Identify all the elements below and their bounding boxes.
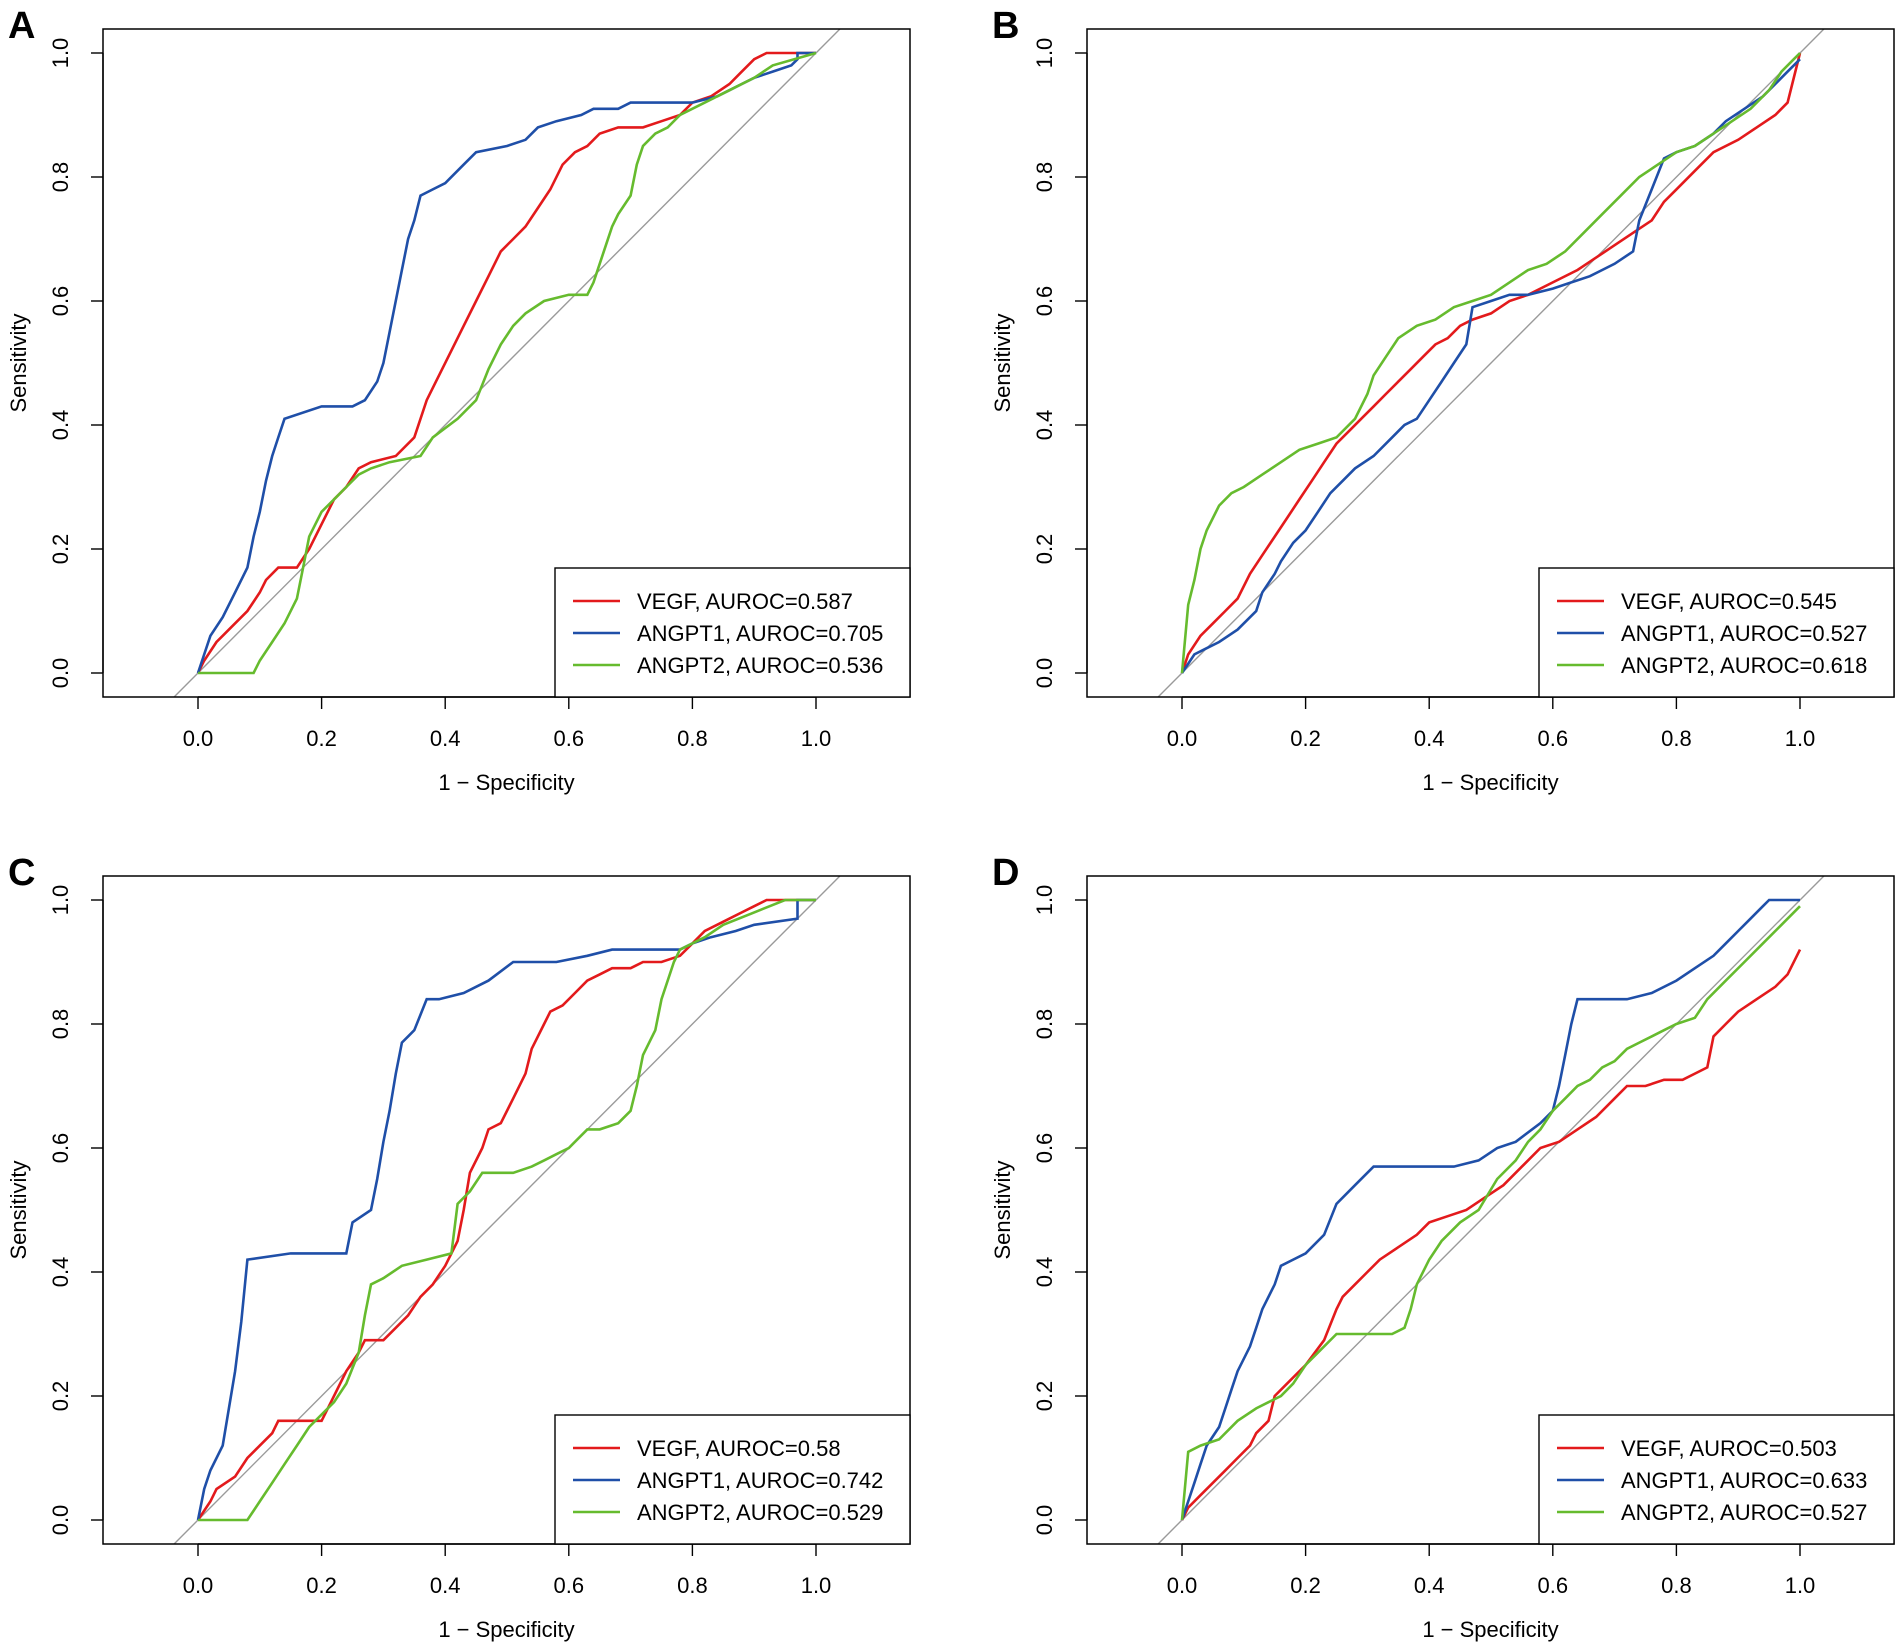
legend: VEGF, AUROC=0.545 ANGPT1, AUROC=0.527 ANGP…: [1538, 567, 1895, 698]
x-tick-label: 0.8: [1661, 726, 1692, 751]
legend-label-vegf: VEGF, AUROC=0.503: [1621, 1436, 1837, 1461]
series-line-vegf: [196, 898, 816, 1521]
legend-label-angpt2: ANGPT2, AUROC=0.527: [1621, 1500, 1867, 1525]
series-line-angpt2: [1180, 905, 1801, 1521]
y-tick-label: 0.8: [48, 1009, 73, 1040]
x-tick-label: 0.6: [554, 1573, 585, 1598]
panel-a: A 0.0 0.2 0.4 0.6 0.8 1.0 0.0 0.2 0.4 0.6 0.8 1.0 1 −…: [6, 5, 911, 795]
panel-c: C 0.0 0.2 0.4 0.6 0.8 1.0 0.0 0.2 0.4 0.6 0.8 1.0 1 −…: [6, 852, 911, 1642]
y-axis-title: Sensitivity: [990, 313, 1015, 412]
series-line-angpt2: [198, 898, 816, 1522]
x-tick-label: 0.6: [554, 726, 585, 751]
x-tick-label: 0.8: [1661, 1573, 1692, 1598]
y-tick-label: 0.0: [1032, 1505, 1057, 1536]
y-tick-label: 0.8: [1032, 162, 1057, 193]
y-tick-label: 0.4: [48, 1257, 73, 1288]
y-tick-label: 1.0: [48, 885, 73, 916]
legend-label-angpt2: ANGPT2, AUROC=0.618: [1621, 653, 1867, 678]
y-tick-label: 0.6: [1032, 1133, 1057, 1164]
x-tick-label: 1.0: [801, 726, 832, 751]
x-axis-title: 1 − Specificity: [438, 1617, 574, 1642]
x-tick-label: 0.4: [1414, 726, 1445, 751]
legend-label-vegf: VEGF, AUROC=0.545: [1621, 589, 1837, 614]
y-tick-label: 0.4: [1032, 410, 1057, 441]
x-tick-label: 1.0: [1785, 1573, 1816, 1598]
x-tick-label: 0.0: [183, 726, 214, 751]
series-line-vegf: [196, 51, 816, 674]
legend-label-angpt1: ANGPT1, AUROC=0.527: [1621, 621, 1867, 646]
y-tick-label: 1.0: [1032, 38, 1057, 69]
y-tick-label: 0.0: [48, 1505, 73, 1536]
reference-diagonal: [173, 29, 841, 697]
x-tick-label: 0.6: [1538, 726, 1569, 751]
y-tick-label: 0.2: [48, 534, 73, 565]
y-tick-label: 0.0: [48, 658, 73, 689]
x-tick-label: 0.4: [430, 726, 461, 751]
panel-letter: C: [8, 852, 35, 894]
y-tick-label: 0.6: [48, 1133, 73, 1164]
legend-label-angpt1: ANGPT1, AUROC=0.633: [1621, 1468, 1867, 1493]
legend-label-vegf: VEGF, AUROC=0.58: [637, 1436, 841, 1461]
legend: VEGF, AUROC=0.58 ANGPT1, AUROC=0.742 ANGPT…: [554, 1414, 911, 1545]
reference-diagonal: [173, 876, 841, 1544]
panel-letter: B: [992, 5, 1019, 47]
series-line-angpt1: [1180, 898, 1800, 1521]
legend-label-angpt2: ANGPT2, AUROC=0.529: [637, 1500, 883, 1525]
x-tick-label: 0.0: [183, 1573, 214, 1598]
x-tick-label: 1.0: [801, 1573, 832, 1598]
reference-diagonal: [1157, 876, 1825, 1544]
y-tick-label: 0.2: [48, 1381, 73, 1412]
y-tick-label: 1.0: [48, 38, 73, 69]
y-tick-label: 0.8: [1032, 1009, 1057, 1040]
y-tick-label: 0.4: [48, 410, 73, 441]
legend-label-angpt1: ANGPT1, AUROC=0.742: [637, 1468, 883, 1493]
legend: VEGF, AUROC=0.587 ANGPT1, AUROC=0.705 ANGP…: [554, 567, 911, 698]
x-tick-label: 1.0: [1785, 726, 1816, 751]
series-line-vegf: [1180, 949, 1802, 1521]
x-tick-label: 0.2: [1290, 726, 1321, 751]
series-line-angpt2: [198, 51, 817, 675]
x-tick-label: 0.0: [1167, 726, 1198, 751]
x-axis-title: 1 − Specificity: [1422, 1617, 1558, 1642]
y-tick-label: 0.2: [1032, 534, 1057, 565]
panel-letter: D: [992, 852, 1019, 894]
x-tick-label: 0.2: [306, 726, 337, 751]
y-tick-label: 0.4: [1032, 1257, 1057, 1288]
y-tick-label: 0.6: [1032, 286, 1057, 317]
y-axis-title: Sensitivity: [990, 1160, 1015, 1259]
y-axis-title: Sensitivity: [6, 1160, 31, 1259]
x-tick-label: 0.0: [1167, 1573, 1198, 1598]
y-tick-label: 0.8: [48, 162, 73, 193]
y-tick-label: 0.0: [1032, 658, 1057, 689]
x-tick-label: 0.4: [1414, 1573, 1445, 1598]
panel-d: D 0.0 0.2 0.4 0.6 0.8 1.0 0.0 0.2 0.4 0.6 0.8 1.0 1 −…: [990, 852, 1895, 1642]
x-tick-label: 0.6: [1538, 1573, 1569, 1598]
y-tick-label: 1.0: [1032, 885, 1057, 916]
x-axis-title: 1 − Specificity: [1422, 770, 1558, 795]
panel-letter: A: [8, 5, 35, 47]
x-tick-label: 0.8: [677, 1573, 708, 1598]
series-line-vegf: [1180, 52, 1802, 674]
legend-label-vegf: VEGF, AUROC=0.587: [637, 589, 853, 614]
x-tick-label: 0.2: [306, 1573, 337, 1598]
series-line-angpt2: [1180, 52, 1801, 674]
y-tick-label: 0.6: [48, 286, 73, 317]
legend-box: [1538, 1414, 1895, 1545]
legend: VEGF, AUROC=0.503 ANGPT1, AUROC=0.633 ANGP…: [1538, 1414, 1895, 1545]
y-axis-title: Sensitivity: [6, 313, 31, 412]
panel-b: B 0.0 0.2 0.4 0.6 0.8 1.0 0.0 0.2 0.4 0.6 0.8 1.0 1 −…: [990, 5, 1895, 795]
legend-label-angpt1: ANGPT1, AUROC=0.705: [637, 621, 883, 646]
x-tick-label: 0.8: [677, 726, 708, 751]
legend-label-angpt2: ANGPT2, AUROC=0.536: [637, 653, 883, 678]
y-tick-label: 0.2: [1032, 1381, 1057, 1412]
x-tick-label: 0.4: [430, 1573, 461, 1598]
x-axis-title: 1 − Specificity: [438, 770, 574, 795]
x-tick-label: 0.2: [1290, 1573, 1321, 1598]
